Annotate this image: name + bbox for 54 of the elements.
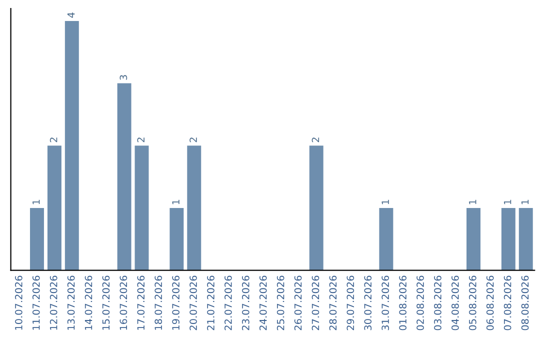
x-tick-label: 07.08.2026	[504, 276, 512, 330]
data-label: 2	[137, 138, 144, 142]
x-tick-label: 27.07.2026	[312, 276, 320, 330]
x-tick-label: 19.07.2026	[172, 276, 180, 330]
x-tick-label: 02.08.2026	[416, 276, 424, 330]
x-tick-label: 01.08.2026	[399, 276, 406, 330]
x-tick-label: 18.07.2026	[154, 276, 162, 330]
x-tick-label: 16.07.2026	[120, 276, 128, 330]
bar	[64, 20, 79, 270]
bar	[309, 146, 324, 270]
x-tick-label: 17.07.2026	[137, 276, 145, 330]
x-tick-label: 03.08.2026	[434, 276, 442, 330]
bar	[134, 146, 149, 270]
x-tick-label: 06.08.2026	[486, 276, 494, 330]
x-tick-label: 31.07.2026	[382, 276, 390, 330]
x-tick-label: 29.07.2026	[346, 276, 354, 330]
x-tick-label: 15.07.2026	[102, 276, 110, 330]
data-label: 3	[120, 75, 128, 80]
x-tick-label: 04.08.2026	[451, 276, 459, 330]
data-label: 1	[469, 200, 476, 204]
data-label: 1	[504, 200, 512, 204]
data-label: 4	[68, 12, 75, 18]
bar	[170, 208, 184, 270]
x-tick-label: 11.07.2026	[32, 276, 40, 330]
data-label: 1	[32, 200, 40, 204]
bar	[117, 83, 132, 270]
data-label: 1	[382, 200, 389, 204]
x-tick-label: 21.07.2026	[207, 276, 214, 330]
bar	[379, 208, 394, 270]
x-tick-label: 10.07.2026	[14, 276, 22, 330]
data-label: 2	[50, 138, 58, 142]
data-label: 2	[312, 138, 320, 142]
x-tick-label: 13.07.2026	[67, 276, 75, 330]
bar	[187, 146, 202, 270]
bar	[518, 208, 533, 270]
x-tick-label: 05.08.2026	[468, 276, 476, 330]
data-label: 1	[172, 200, 180, 204]
data-label: 1	[521, 200, 529, 204]
x-tick-label: 30.07.2026	[364, 276, 372, 330]
x-tick-label: 26.07.2026	[294, 276, 302, 330]
x-tick-label: 28.07.2026	[329, 276, 337, 330]
bar	[30, 208, 44, 270]
data-label: 2	[190, 138, 197, 142]
bar	[501, 208, 516, 270]
x-tick-label: 12.07.2026	[50, 276, 58, 330]
x-tick-label: 08.08.2026	[521, 276, 529, 330]
x-tick-label: 23.07.2026	[242, 276, 250, 330]
x-tick-label: 14.07.2026	[84, 276, 92, 330]
x-tick-label: 20.07.2026	[190, 276, 197, 330]
x-tick-label: 22.07.2026	[224, 276, 232, 330]
x-tick-label: 25.07.2026	[276, 276, 284, 330]
bar	[47, 146, 62, 270]
bar	[466, 208, 480, 270]
x-tick-label: 24.07.2026	[259, 276, 267, 330]
